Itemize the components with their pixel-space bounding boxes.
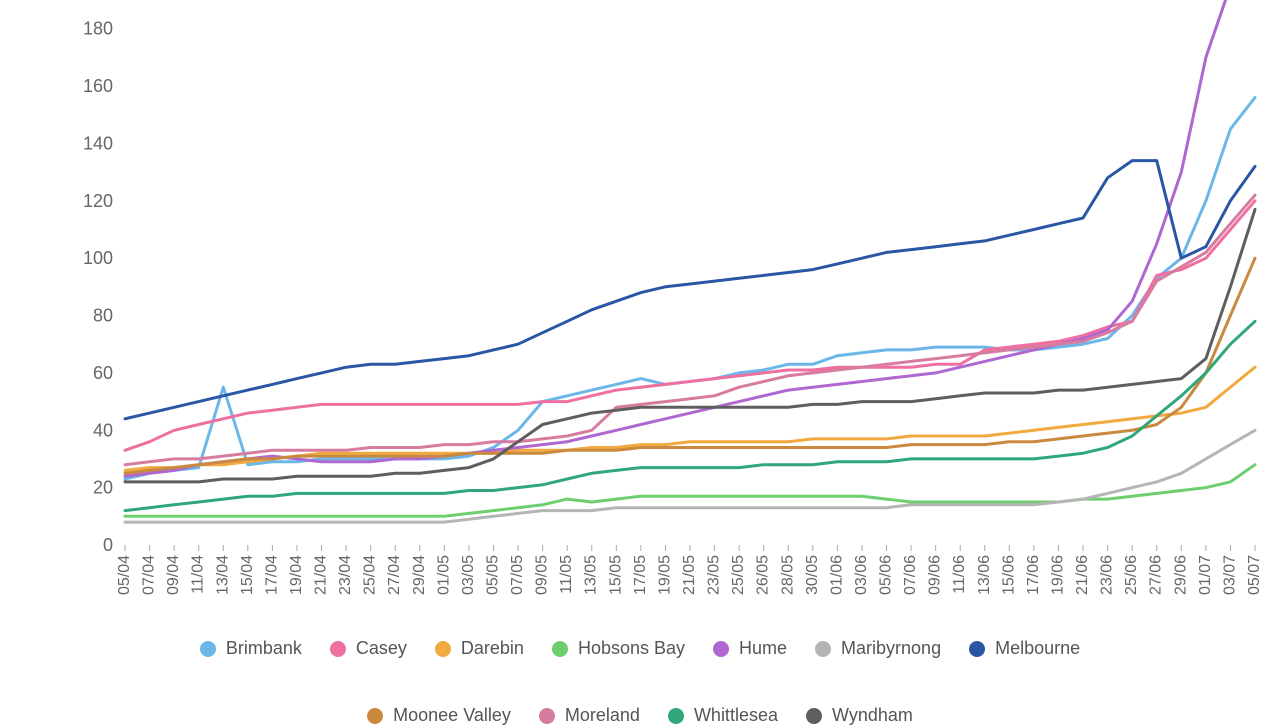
x-tick-label: 05/04 xyxy=(116,555,133,595)
x-tick-label: 29/06 xyxy=(1172,555,1189,595)
y-tick-label: 140 xyxy=(83,133,113,153)
y-tick-label: 100 xyxy=(83,248,113,268)
x-tick-label: 09/05 xyxy=(534,555,551,595)
x-tick-label: 25/04 xyxy=(362,555,379,595)
legend-swatch-icon xyxy=(435,641,451,657)
legend-item-melbourne[interactable]: Melbourne xyxy=(969,638,1080,659)
x-tick-label: 07/05 xyxy=(509,555,526,595)
x-tick-label: 01/06 xyxy=(828,555,845,595)
x-tick-label: 17/04 xyxy=(263,555,280,595)
y-tick-label: 180 xyxy=(83,19,113,39)
x-tick-label: 27/06 xyxy=(1148,555,1165,595)
x-tick-label: 13/04 xyxy=(214,555,231,595)
x-tick-label: 11/04 xyxy=(190,555,207,594)
x-tick-label: 23/04 xyxy=(337,555,354,595)
x-tick-label: 03/06 xyxy=(853,555,870,595)
y-tick-label: 0 xyxy=(103,535,113,555)
series-brimbank xyxy=(125,98,1255,480)
x-tick-label: 27/04 xyxy=(386,555,403,595)
x-tick-label: 29/04 xyxy=(411,555,428,595)
legend-item-darebin[interactable]: Darebin xyxy=(435,638,524,659)
legend-swatch-icon xyxy=(539,708,555,724)
x-tick-label: 05/07 xyxy=(1246,555,1263,595)
legend-swatch-icon xyxy=(330,641,346,657)
legend-swatch-icon xyxy=(552,641,568,657)
legend-label: Moonee Valley xyxy=(393,705,511,726)
x-tick-label: 21/05 xyxy=(681,555,698,595)
y-tick-label: 120 xyxy=(83,191,113,211)
legend-item-whittlesea[interactable]: Whittlesea xyxy=(668,705,778,726)
x-tick-label: 30/05 xyxy=(804,555,821,595)
legend-item-casey[interactable]: Casey xyxy=(330,638,407,659)
x-tick-label: 03/07 xyxy=(1221,555,1238,595)
x-tick-label: 25/05 xyxy=(730,555,747,595)
legend-label: Casey xyxy=(356,638,407,659)
legend-item-maribyrnong[interactable]: Maribyrnong xyxy=(815,638,941,659)
x-tick-label: 23/06 xyxy=(1099,555,1116,595)
series-whittlesea xyxy=(125,321,1255,510)
legend-item-moonee-valley[interactable]: Moonee Valley xyxy=(367,705,511,726)
y-tick-label: 160 xyxy=(83,76,113,96)
series-hume xyxy=(125,0,1255,476)
x-tick-label: 01/05 xyxy=(435,555,452,595)
x-tick-label: 09/06 xyxy=(927,555,944,595)
x-tick-label: 17/06 xyxy=(1025,555,1042,595)
x-tick-label: 01/07 xyxy=(1197,555,1214,595)
legend-item-moreland[interactable]: Moreland xyxy=(539,705,640,726)
legend-item-hume[interactable]: Hume xyxy=(713,638,787,659)
legend-swatch-icon xyxy=(668,708,684,724)
x-tick-label: 17/05 xyxy=(632,555,649,595)
line-chart: 0 20 40 60 80 100 120 140 160 180 05/04 07/04 09/04 1… xyxy=(0,0,1280,721)
legend-label: Hobsons Bay xyxy=(578,638,685,659)
legend-label: Moreland xyxy=(565,705,640,726)
y-tick-label: 60 xyxy=(93,363,113,383)
legend-swatch-icon xyxy=(815,641,831,657)
x-tick-label: 07/04 xyxy=(141,555,158,595)
legend-swatch-icon xyxy=(713,641,729,657)
chart-svg: 0 20 40 60 80 100 120 140 160 180 05/04 07/04 09/04 1… xyxy=(0,0,1280,610)
x-tick-label: 15/05 xyxy=(607,555,624,595)
legend-swatch-icon xyxy=(200,641,216,657)
legend-label: Melbourne xyxy=(995,638,1080,659)
legend-swatch-icon xyxy=(367,708,383,724)
x-tick-label: 03/05 xyxy=(460,555,477,595)
x-tick-label: 11/06 xyxy=(951,555,968,594)
legend-swatch-icon xyxy=(969,641,985,657)
y-tick-label: 80 xyxy=(93,306,113,326)
x-tick-label: 19/04 xyxy=(288,555,305,595)
x-tick-label: 23/05 xyxy=(706,555,723,595)
x-tick-label: 21/04 xyxy=(313,555,330,595)
legend-row: Brimbank Casey Darebin Hobsons Bay Hume Marib… xyxy=(40,638,1240,659)
legend-label: Maribyrnong xyxy=(841,638,941,659)
legend-label: Wyndham xyxy=(832,705,913,726)
legend-label: Whittlesea xyxy=(694,705,778,726)
y-tick-label: 40 xyxy=(93,420,113,440)
legend-label: Hume xyxy=(739,638,787,659)
x-tick-label: 15/04 xyxy=(239,555,256,595)
x-tick-label: 28/05 xyxy=(779,555,796,595)
x-tick-label: 19/05 xyxy=(656,555,673,595)
legend-row: Moonee Valley Moreland Whittlesea Wyndham xyxy=(40,705,1240,726)
y-tick-label: 20 xyxy=(93,478,113,498)
x-tick-label: 11/05 xyxy=(558,555,575,594)
x-tick-label: 13/06 xyxy=(976,555,993,595)
legend-item-wyndham[interactable]: Wyndham xyxy=(806,705,913,726)
legend-label: Darebin xyxy=(461,638,524,659)
x-tick-label: 21/06 xyxy=(1074,555,1091,595)
x-tick-label: 09/04 xyxy=(165,555,182,595)
legend-item-hobsons-bay[interactable]: Hobsons Bay xyxy=(552,638,685,659)
x-tick-label: 05/05 xyxy=(484,555,501,595)
x-tick-label: 15/06 xyxy=(1000,555,1017,595)
legend-label: Brimbank xyxy=(226,638,302,659)
legend: Brimbank Casey Darebin Hobsons Bay Hume Marib… xyxy=(0,638,1280,726)
x-tick-label: 05/06 xyxy=(878,555,895,595)
legend-item-brimbank[interactable]: Brimbank xyxy=(200,638,302,659)
x-tick-label: 19/06 xyxy=(1049,555,1066,595)
x-tick-label: 25/06 xyxy=(1123,555,1140,595)
x-tick-label: 26/05 xyxy=(755,555,772,595)
x-tick-label: 07/06 xyxy=(902,555,919,595)
x-tick-label: 13/05 xyxy=(583,555,600,595)
legend-swatch-icon xyxy=(806,708,822,724)
